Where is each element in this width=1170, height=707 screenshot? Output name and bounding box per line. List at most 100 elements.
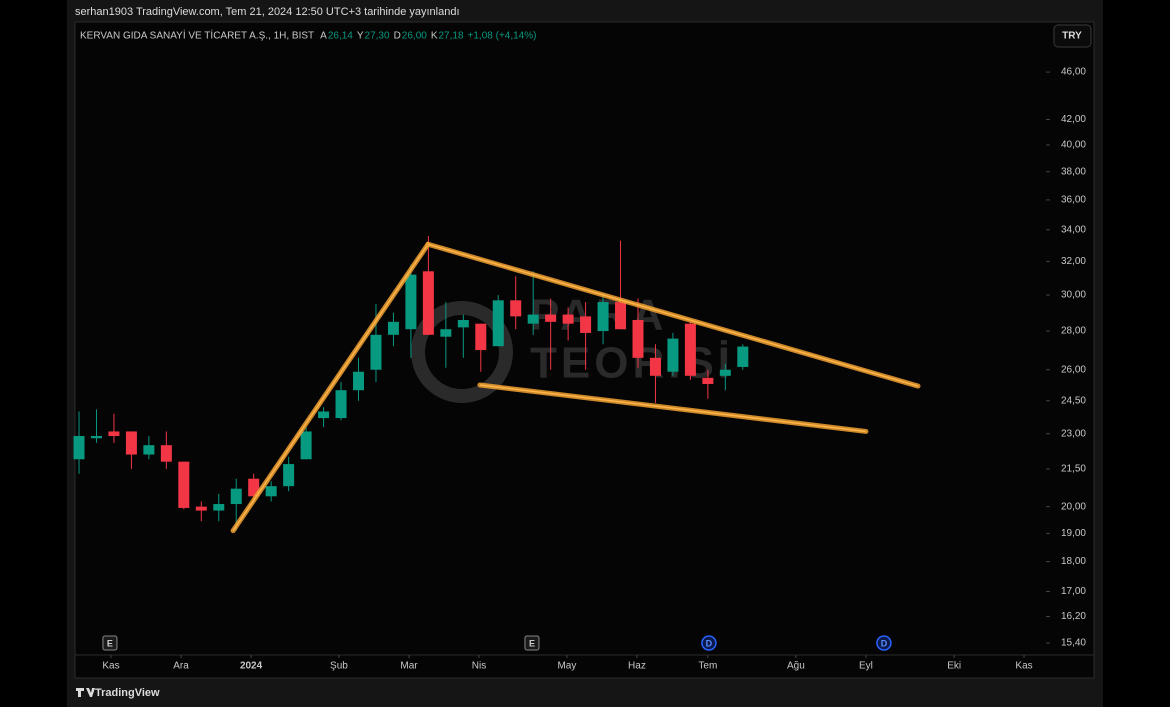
candle-body <box>597 302 609 332</box>
y-tick-label: 36,00 <box>1061 195 1086 206</box>
watermark-logo <box>411 301 513 403</box>
watermark: TEORİSİ <box>530 339 734 388</box>
x-tick-label: Şub <box>330 661 348 672</box>
candle-body <box>562 314 574 324</box>
trend-line-core <box>479 384 867 433</box>
candle-body <box>265 486 277 497</box>
x-tick-label: Kas <box>1015 661 1032 672</box>
x-tick-label: Mar <box>400 661 418 672</box>
candle-body <box>248 478 260 497</box>
y-tick-label: 24,50 <box>1061 395 1086 406</box>
candle-body <box>632 320 644 358</box>
candle-body <box>143 445 155 455</box>
y-tick-label: 17,00 <box>1061 586 1086 597</box>
y-tick-label: 40,00 <box>1061 140 1086 151</box>
candle-body <box>125 431 137 455</box>
candle-body <box>108 431 120 436</box>
y-tick-label: 38,00 <box>1061 166 1086 177</box>
candle-body <box>649 357 661 376</box>
ohlc-key: D <box>394 31 401 42</box>
footer-brand: TradingView <box>95 687 160 699</box>
candle-body <box>527 314 539 324</box>
y-tick-label: 34,00 <box>1061 224 1086 235</box>
y-tick-label: 15,40 <box>1061 638 1086 649</box>
y-tick-label: 26,00 <box>1061 364 1086 375</box>
x-tick-label: 2024 <box>240 661 263 672</box>
event-label: D <box>881 638 888 648</box>
x-tick-label: May <box>557 661 576 672</box>
event-label: E <box>529 638 535 648</box>
y-tick-label: 16,20 <box>1061 611 1086 622</box>
candle-body <box>510 300 522 317</box>
candle-body <box>422 271 434 335</box>
candle-body <box>353 371 365 391</box>
event-label: D <box>706 638 713 648</box>
ohlc-key: Y <box>357 31 364 42</box>
y-tick-label: 20,00 <box>1061 501 1086 512</box>
y-tick-label: 23,00 <box>1061 428 1086 439</box>
x-tick-label: Eki <box>947 661 961 672</box>
x-tick-label: Ara <box>173 661 189 672</box>
candle-body <box>178 461 190 508</box>
candle-body <box>440 329 452 337</box>
y-tick-label: 46,00 <box>1061 67 1086 78</box>
candle-body <box>213 504 225 511</box>
ohlc-value: 27,18 <box>439 31 464 42</box>
candle-body <box>335 390 347 419</box>
candle-body <box>90 435 102 439</box>
candle-body <box>737 346 749 367</box>
event-badge <box>876 635 892 651</box>
candle-body <box>475 323 487 351</box>
x-tick-label: Kas <box>102 661 119 672</box>
event-badge <box>524 635 540 651</box>
candle-body <box>160 445 172 462</box>
trend-line-core <box>232 243 429 532</box>
trend-line-core <box>427 243 919 387</box>
candle-body <box>387 321 399 335</box>
ohlc-key: K <box>431 31 438 42</box>
ohlc-key: A <box>320 31 327 42</box>
y-tick-label: 21,50 <box>1061 464 1086 475</box>
tradingview-logo <box>76 688 95 697</box>
ohlc-value: 26,14 <box>328 31 353 42</box>
publisher: serhan1903 TradingView.com, Tem 21, 2024… <box>75 6 460 18</box>
candle-body <box>318 411 330 419</box>
x-tick-label: Eyl <box>859 661 873 672</box>
currency-button[interactable] <box>1053 24 1092 48</box>
candle-body <box>405 274 417 330</box>
candle-body <box>667 338 679 372</box>
candle-body <box>73 435 85 460</box>
ohlc-value: 27,30 <box>365 31 390 42</box>
x-tick-label: Haz <box>628 661 646 672</box>
x-tick-label: Tem <box>698 661 717 672</box>
candle-body <box>195 506 207 511</box>
candle-body <box>684 323 696 376</box>
y-tick-label: 32,00 <box>1061 256 1086 267</box>
symbol-title: KERVAN GIDA SANAYİ VE TİCARET A.Ş., 1H, … <box>80 29 314 42</box>
candle-body <box>370 334 382 370</box>
x-tick-label: Nis <box>472 661 486 672</box>
candle-body <box>615 302 627 330</box>
candle-body <box>230 488 242 505</box>
candle-body <box>545 314 557 322</box>
candle-body <box>702 377 714 384</box>
candle-body <box>580 316 592 333</box>
ohlc-value: 26,00 <box>402 31 427 42</box>
y-tick-label: 19,00 <box>1061 528 1086 539</box>
candle-body <box>300 431 312 460</box>
chart-frame <box>74 21 1095 679</box>
y-tick-label: 28,00 <box>1061 326 1086 337</box>
event-label: E <box>107 638 113 648</box>
change: +1,08 (+4,14%) <box>468 31 537 42</box>
candle-body <box>283 464 295 487</box>
event-badge <box>102 635 118 651</box>
candle-body <box>719 369 731 376</box>
candle-body <box>492 300 504 347</box>
currency-label[interactable]: TRY <box>1062 31 1082 42</box>
x-tick-label: Ağu <box>787 661 805 672</box>
y-tick-label: 42,00 <box>1061 114 1086 125</box>
legend: KERVAN GIDA SANAYİ VE TİCARET A.Ş., 1H, … <box>80 29 536 42</box>
event-badge <box>701 635 717 651</box>
candle-body <box>457 320 469 328</box>
